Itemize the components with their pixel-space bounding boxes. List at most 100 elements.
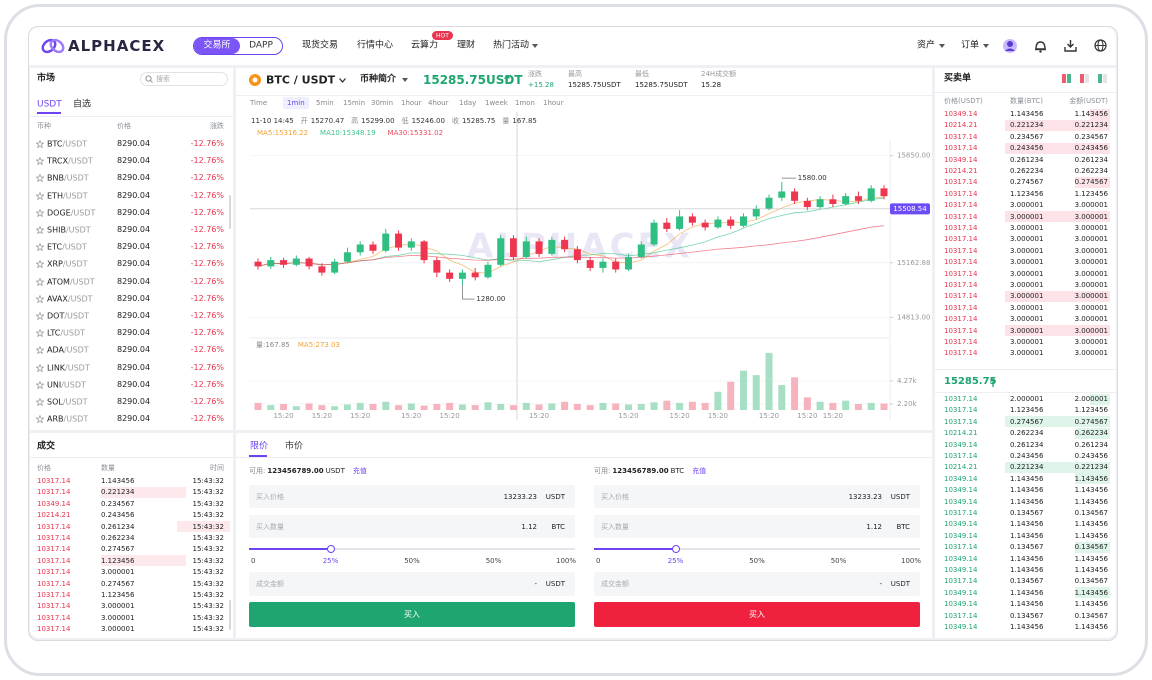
y-tick-label: 15162.88 (897, 259, 930, 267)
trade-price: 10317.14 (37, 624, 71, 633)
mode-tab[interactable]: 交易所 (203, 40, 231, 51)
quantity-value[interactable]: 1.12 (521, 522, 537, 531)
book-view-toggle[interactable] (1098, 74, 1107, 83)
price-value[interactable]: 13233.23 (503, 492, 537, 501)
globe-icon[interactable] (1094, 39, 1107, 52)
volume-bar (714, 391, 722, 410)
market-tab[interactable]: USDT (37, 99, 62, 110)
favorite-star[interactable] (36, 312, 44, 320)
interval-tab[interactable]: 1hour (401, 98, 422, 107)
mode-tab[interactable]: DAPP (249, 40, 273, 51)
submit-button[interactable] (249, 602, 575, 627)
depth-bar (1005, 416, 1110, 428)
favorite-star[interactable] (36, 398, 44, 406)
depth-bar (1005, 290, 1110, 302)
favorite-star[interactable] (36, 157, 44, 166)
download-icon[interactable] (1064, 39, 1077, 52)
price-value[interactable]: 13233.23 (848, 492, 882, 501)
trade-qty: 0.221234 (101, 488, 135, 497)
favorite-star[interactable] (36, 294, 44, 303)
divider (935, 369, 1116, 370)
favorite-star[interactable] (36, 226, 44, 234)
nav-link[interactable]: 理财 (457, 40, 476, 51)
market-change: -12.76% (190, 208, 224, 217)
favorite-star[interactable] (36, 363, 44, 372)
order-tab[interactable]: 市价 (285, 441, 304, 452)
market-price: 8290.04 (117, 190, 151, 200)
interval-tab[interactable]: 1mon (515, 98, 535, 107)
favorite-star[interactable] (36, 277, 44, 286)
book-total: 3.000001 (1074, 212, 1108, 221)
search-placeholder[interactable]: 搜索 (156, 74, 170, 83)
trade-time: 15:43:32 (192, 499, 224, 508)
favorite-star[interactable] (36, 329, 44, 338)
trade-time: 15:43:32 (192, 522, 224, 531)
book-view-toggle[interactable] (1062, 74, 1071, 83)
favorite-star[interactable] (36, 243, 44, 252)
book-price: 10317.14 (944, 143, 978, 152)
bell-icon[interactable] (1034, 39, 1047, 53)
volume-bar (752, 375, 760, 410)
submit-label[interactable]: 买入 (404, 609, 420, 619)
interval-tab[interactable]: Time (250, 98, 268, 107)
interval-tab[interactable]: 1week (485, 98, 508, 107)
favorite-star[interactable] (36, 260, 44, 269)
divider (30, 116, 233, 117)
interval-tab[interactable]: 1min (287, 98, 305, 107)
quantity-label[interactable]: 买入数量 (256, 522, 284, 531)
candle-body (522, 241, 530, 257)
price-label[interactable]: 买入价格 (256, 492, 284, 501)
favorite-star[interactable] (36, 346, 44, 355)
market-tab[interactable]: 自选 (73, 99, 92, 110)
pair[interactable]: BTC / USDT (266, 73, 336, 87)
nav-link[interactable]: 现货交易 (302, 40, 339, 51)
book-total: 0.274567 (1074, 178, 1108, 187)
nav-link[interactable]: 云算力 (411, 40, 439, 51)
volume-bar (356, 402, 364, 410)
book-total: 0.221234 (1074, 463, 1108, 472)
favorite-star[interactable] (36, 174, 44, 183)
quantity-label[interactable]: 买入数量 (601, 522, 629, 531)
interval-tab[interactable]: 15min (343, 98, 366, 107)
favorite-star[interactable] (36, 191, 44, 200)
volume-bar (663, 400, 671, 410)
favorite-star[interactable] (36, 380, 44, 389)
book-total: 3.000001 (1074, 314, 1108, 323)
interval-tab[interactable]: 5min (316, 98, 334, 107)
quantity-value[interactable]: 1.12 (866, 522, 882, 531)
favorite-star[interactable] (36, 140, 44, 148)
x-tick-label: 15:20 (440, 412, 460, 420)
avatar[interactable] (1003, 39, 1017, 53)
menu[interactable]: 资产 (917, 40, 936, 51)
coin-intro[interactable]: 币种简介 (360, 74, 397, 85)
volume-bar (497, 404, 505, 410)
interval-tab[interactable]: 30min (371, 98, 394, 107)
interval-tab[interactable]: 1hour (543, 98, 564, 107)
interval-tab[interactable]: 4hour (428, 98, 449, 107)
nav-link[interactable]: 行情中心 (357, 40, 394, 51)
book-total: 1.143456 (1074, 588, 1108, 597)
favorite-star[interactable] (36, 415, 44, 424)
book-price: 10317.14 (944, 542, 978, 551)
candle-body (778, 191, 786, 198)
ma-legend: MA5:15316.22 MA10:15348.19 MA30:15331.02 (251, 129, 444, 137)
candle-body (458, 272, 466, 279)
submit-label[interactable]: 买入 (749, 609, 765, 619)
book-total: 1.123456 (1074, 189, 1108, 198)
book-total: 0.243456 (1074, 451, 1108, 460)
deposit-link[interactable]: 充值 (352, 467, 367, 475)
volume-bar (842, 400, 850, 410)
order-tab[interactable]: 限价 (250, 441, 269, 452)
x-tick-label: 15:20 (759, 412, 779, 420)
book-view-toggle[interactable] (1080, 74, 1089, 83)
menu[interactable]: 订单 (961, 40, 980, 51)
deposit-link[interactable]: 充值 (692, 467, 707, 475)
price-label[interactable]: 买入价格 (601, 492, 629, 501)
favorite-star[interactable] (36, 208, 44, 217)
submit-button[interactable] (594, 602, 920, 627)
stat-value: 15.28 (701, 80, 722, 89)
trade-price: 10317.14 (37, 602, 71, 611)
volume-bar (688, 401, 696, 410)
interval-tab[interactable]: 1day (459, 98, 477, 107)
nav-link[interactable]: 热门活动 (493, 40, 530, 51)
